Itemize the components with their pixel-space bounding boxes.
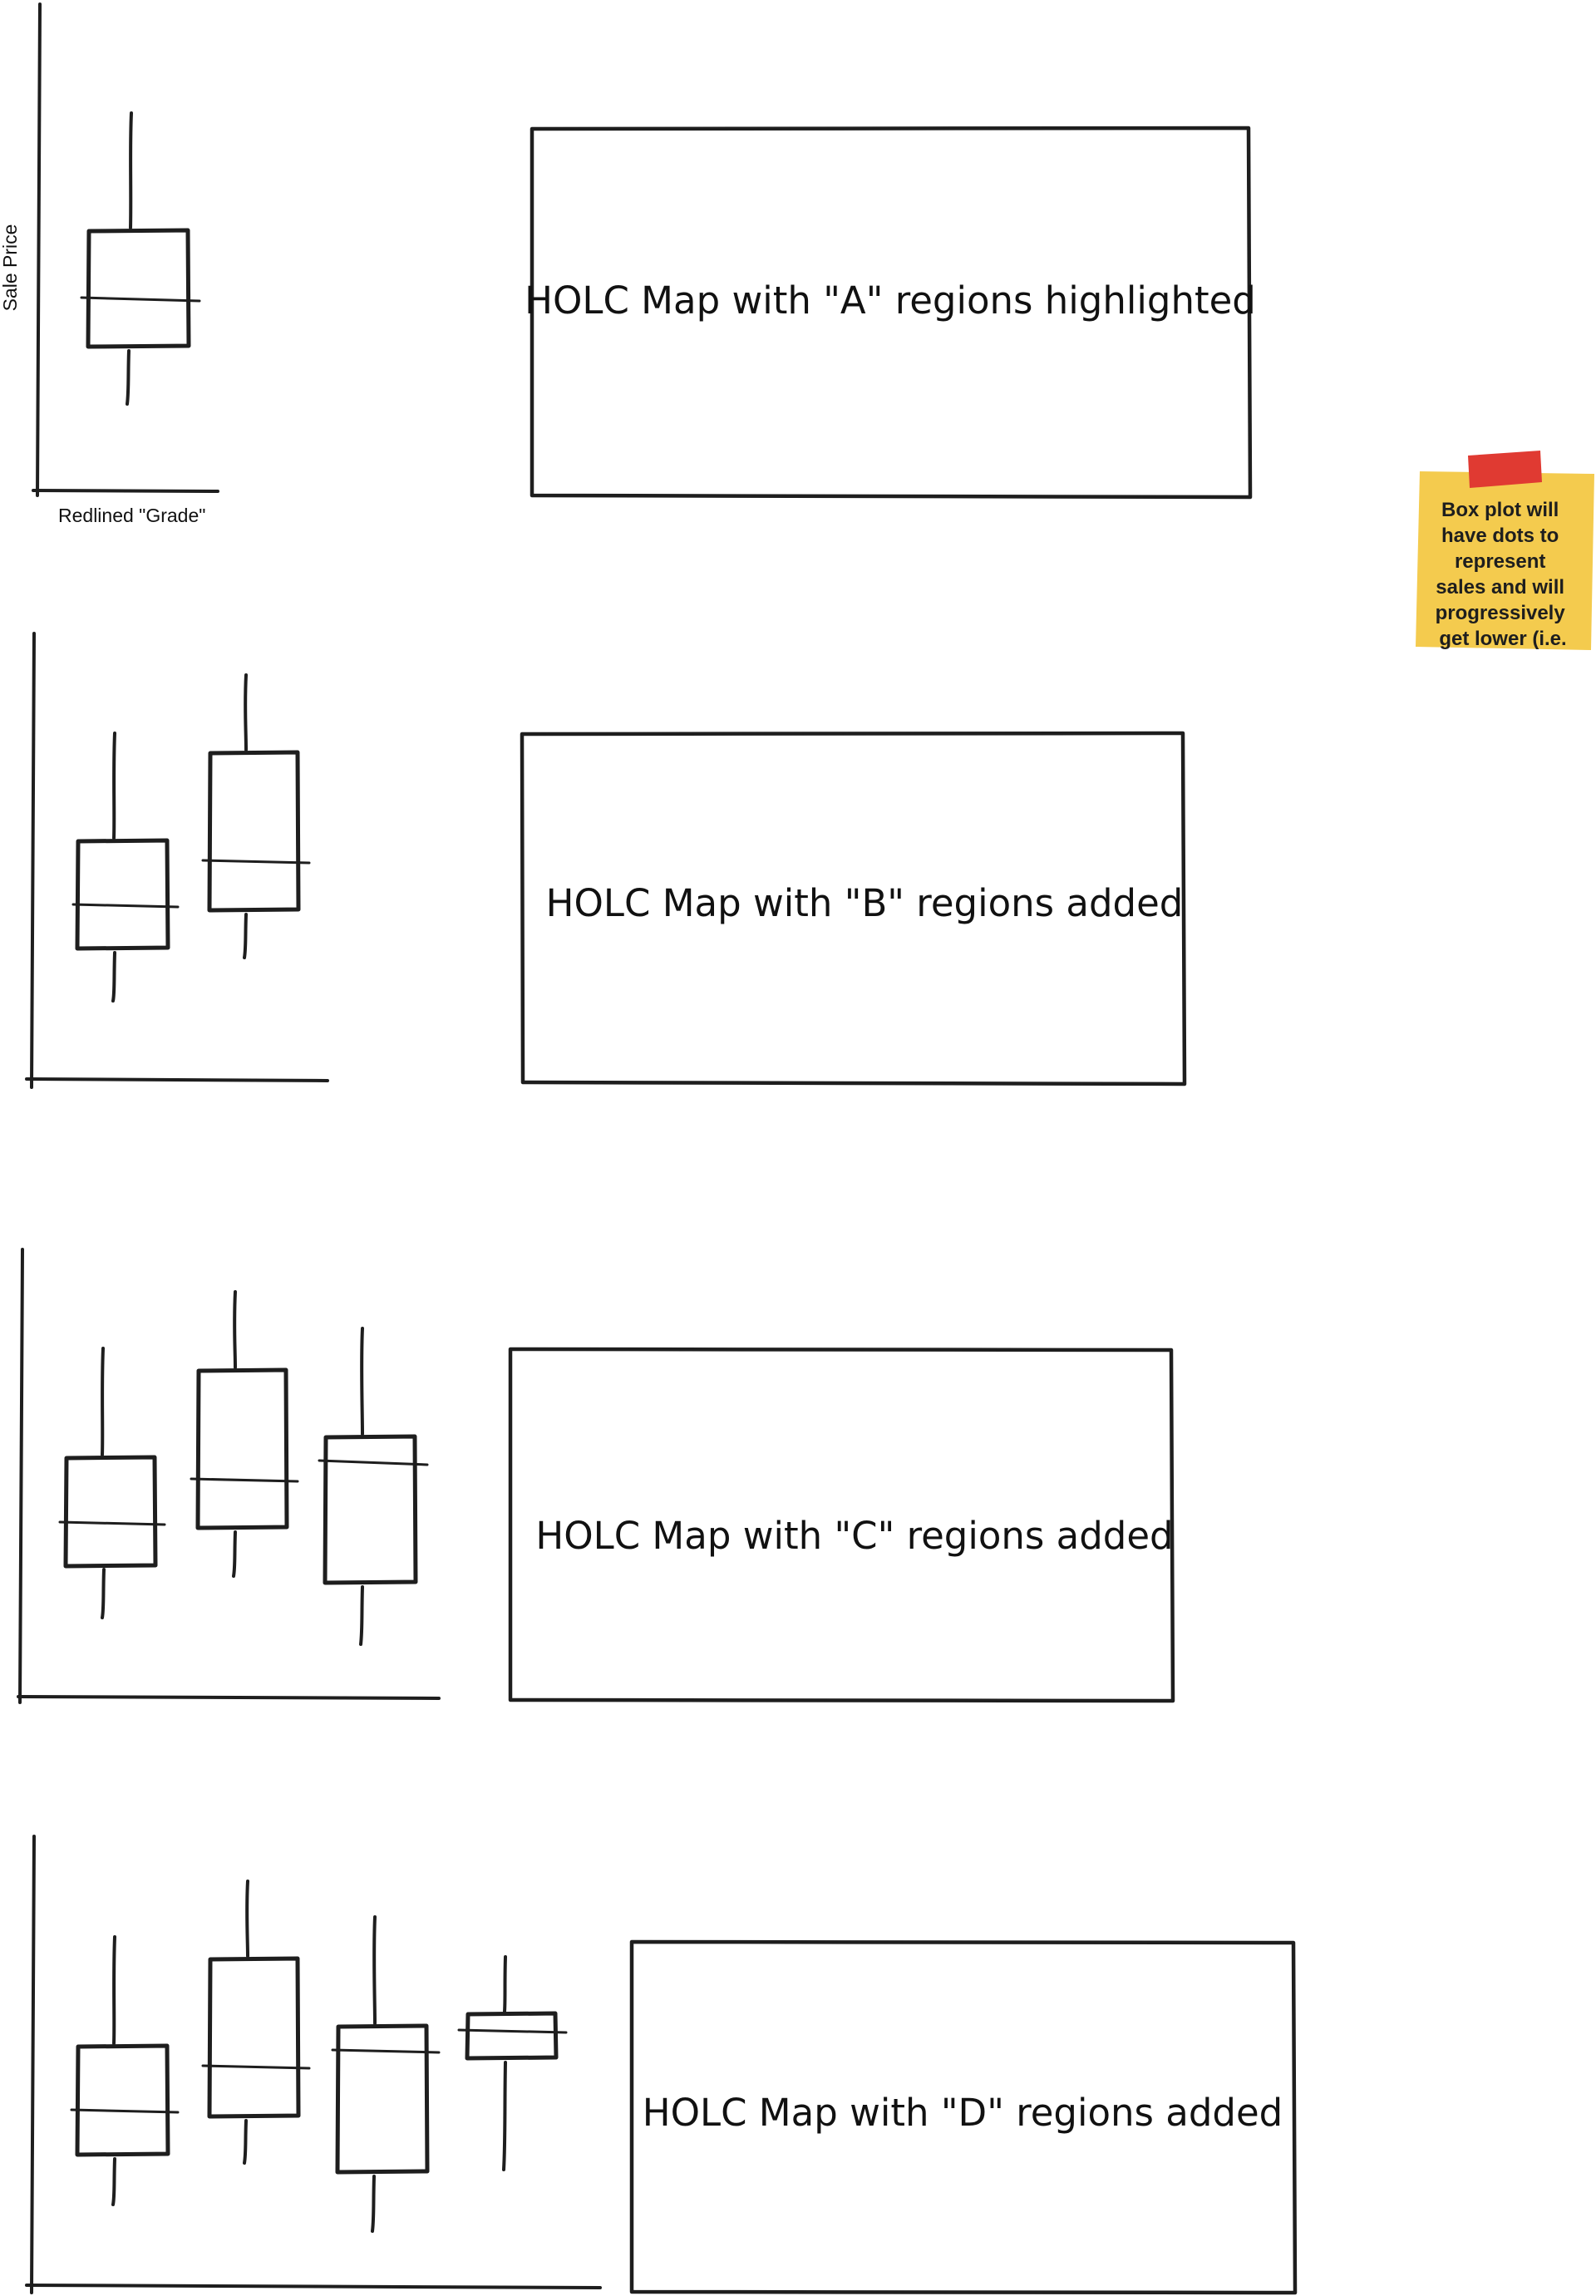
median-line xyxy=(331,2048,441,2054)
boxplot-d xyxy=(25,1835,602,2294)
box-grade-b xyxy=(195,1367,289,1530)
note-paper xyxy=(1416,471,1594,650)
whisker-upper xyxy=(112,732,116,840)
median-line xyxy=(190,1477,299,1483)
whisker-lower xyxy=(359,1585,364,1646)
whisker-lower xyxy=(111,951,116,1003)
whisker-lower xyxy=(243,913,248,959)
box-grade-a xyxy=(63,1455,158,1569)
y-axis xyxy=(18,1248,24,1704)
y-axis xyxy=(30,1835,36,2294)
whisker-lower xyxy=(232,1530,237,1578)
map-frame-d xyxy=(629,1939,1298,2295)
whisker-lower xyxy=(502,2061,507,2171)
map-caption-c: HOLC Map with "C" regions added xyxy=(535,1514,1173,1558)
note-text: Box plot will have dots to represent sal… xyxy=(1436,499,1571,650)
y-axis xyxy=(30,632,36,1089)
panel-a: Sale Price Redlined "Grade" HOLC Map wit… xyxy=(0,2,1256,526)
median-line xyxy=(71,903,180,909)
note-line: represent xyxy=(1455,550,1545,573)
x-axis xyxy=(17,1695,441,1700)
whisker-upper xyxy=(233,1290,237,1369)
x-axis xyxy=(32,489,219,493)
box-grade-a xyxy=(75,838,170,951)
map-caption-a: HOLC Map with "A" regions highlighted xyxy=(525,278,1256,323)
y-axis xyxy=(36,2,42,497)
whisker-lower xyxy=(111,2157,116,2206)
whisker-lower xyxy=(126,349,131,406)
map-frame-b xyxy=(520,731,1187,1086)
boxplot-a xyxy=(32,2,219,497)
panel-b: HOLC Map with "B" regions added xyxy=(25,632,1187,1089)
map-caption-d: HOLC Map with "D" regions added xyxy=(643,2091,1283,2135)
panel-d: HOLC Map with "D" regions added xyxy=(25,1835,1298,2295)
whisker-lower xyxy=(101,1568,106,1619)
map-frame-a xyxy=(530,126,1253,500)
x-axis-label: Redlined "Grade" xyxy=(58,505,205,526)
whisker-upper xyxy=(112,1935,116,2045)
boxplot-b xyxy=(25,632,329,1089)
map-caption-b: HOLC Map with "B" regions added xyxy=(546,881,1184,925)
whisker-upper xyxy=(101,1347,105,1456)
note-line: sales and will xyxy=(1436,576,1564,599)
whisker-lower xyxy=(371,2175,376,2233)
whisker-lower xyxy=(243,2119,248,2165)
median-line xyxy=(70,2108,180,2114)
note-line: get lower (i.e. xyxy=(1439,628,1566,650)
map-frame-c xyxy=(508,1347,1175,1703)
median-line xyxy=(457,2028,568,2034)
whisker-upper xyxy=(244,673,248,751)
box-grade-d xyxy=(465,2011,559,2061)
whisker-upper xyxy=(245,1880,249,1958)
note-line: have dots to xyxy=(1441,525,1559,547)
whisker-upper xyxy=(372,1915,377,2025)
median-line xyxy=(201,859,311,865)
x-axis xyxy=(25,1077,329,1082)
note-tape xyxy=(1468,451,1542,488)
note-line: Box plot will xyxy=(1441,499,1559,521)
y-axis-label: Sale Price xyxy=(0,224,21,312)
median-line xyxy=(58,1520,166,1526)
median-line xyxy=(201,2064,311,2070)
box-grade-c xyxy=(323,1434,418,1585)
panel-c: HOLC Map with "C" regions added xyxy=(17,1248,1175,1704)
box-grade-b xyxy=(207,750,301,913)
boxplot-c xyxy=(17,1248,441,1704)
box-grade-b xyxy=(207,1956,301,2119)
median-line xyxy=(80,296,201,303)
x-axis xyxy=(25,2284,602,2289)
box-grade-a xyxy=(86,228,191,349)
median-line xyxy=(318,1459,429,1466)
box-grade-c xyxy=(335,2023,430,2175)
sticky-note: Box plot will have dots to represent sal… xyxy=(1416,451,1594,650)
box-grade-a xyxy=(75,2043,170,2157)
note-line: progressively xyxy=(1436,602,1566,624)
